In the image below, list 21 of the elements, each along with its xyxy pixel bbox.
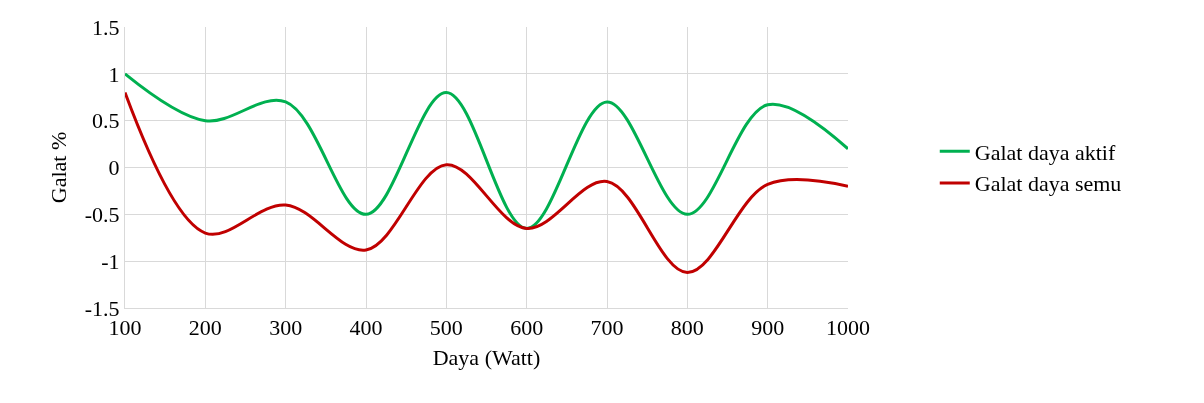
- x-tick-label: 500: [429, 315, 463, 341]
- legend-label: Galat daya aktif: [974, 139, 1116, 165]
- y-tick-label: 0: [108, 155, 120, 181]
- y-tick-label: 1.5: [92, 14, 120, 40]
- x-axis-title: Daya (Watt): [432, 345, 541, 371]
- x-tick-label: 400: [349, 315, 383, 341]
- x-tick-label: 600: [510, 315, 544, 341]
- x-tick-label: 200: [188, 315, 222, 341]
- legend-label: Galat daya semu: [974, 171, 1122, 197]
- x-tick-label: 800: [670, 315, 704, 341]
- x-tick-label: 700: [590, 315, 624, 341]
- y-tick-label: -1: [101, 248, 120, 274]
- line-series: [125, 91, 848, 274]
- y-tick-label: 0.5: [92, 108, 120, 134]
- x-tick-label: 1000: [826, 315, 870, 341]
- line-series: [125, 72, 848, 230]
- y-tick-label: 1: [108, 61, 120, 87]
- y-axis-title: Galat %: [45, 131, 71, 204]
- x-tick-label: 900: [751, 315, 785, 341]
- y-tick-label: -0.5: [84, 202, 120, 228]
- x-tick-label: 300: [269, 315, 303, 341]
